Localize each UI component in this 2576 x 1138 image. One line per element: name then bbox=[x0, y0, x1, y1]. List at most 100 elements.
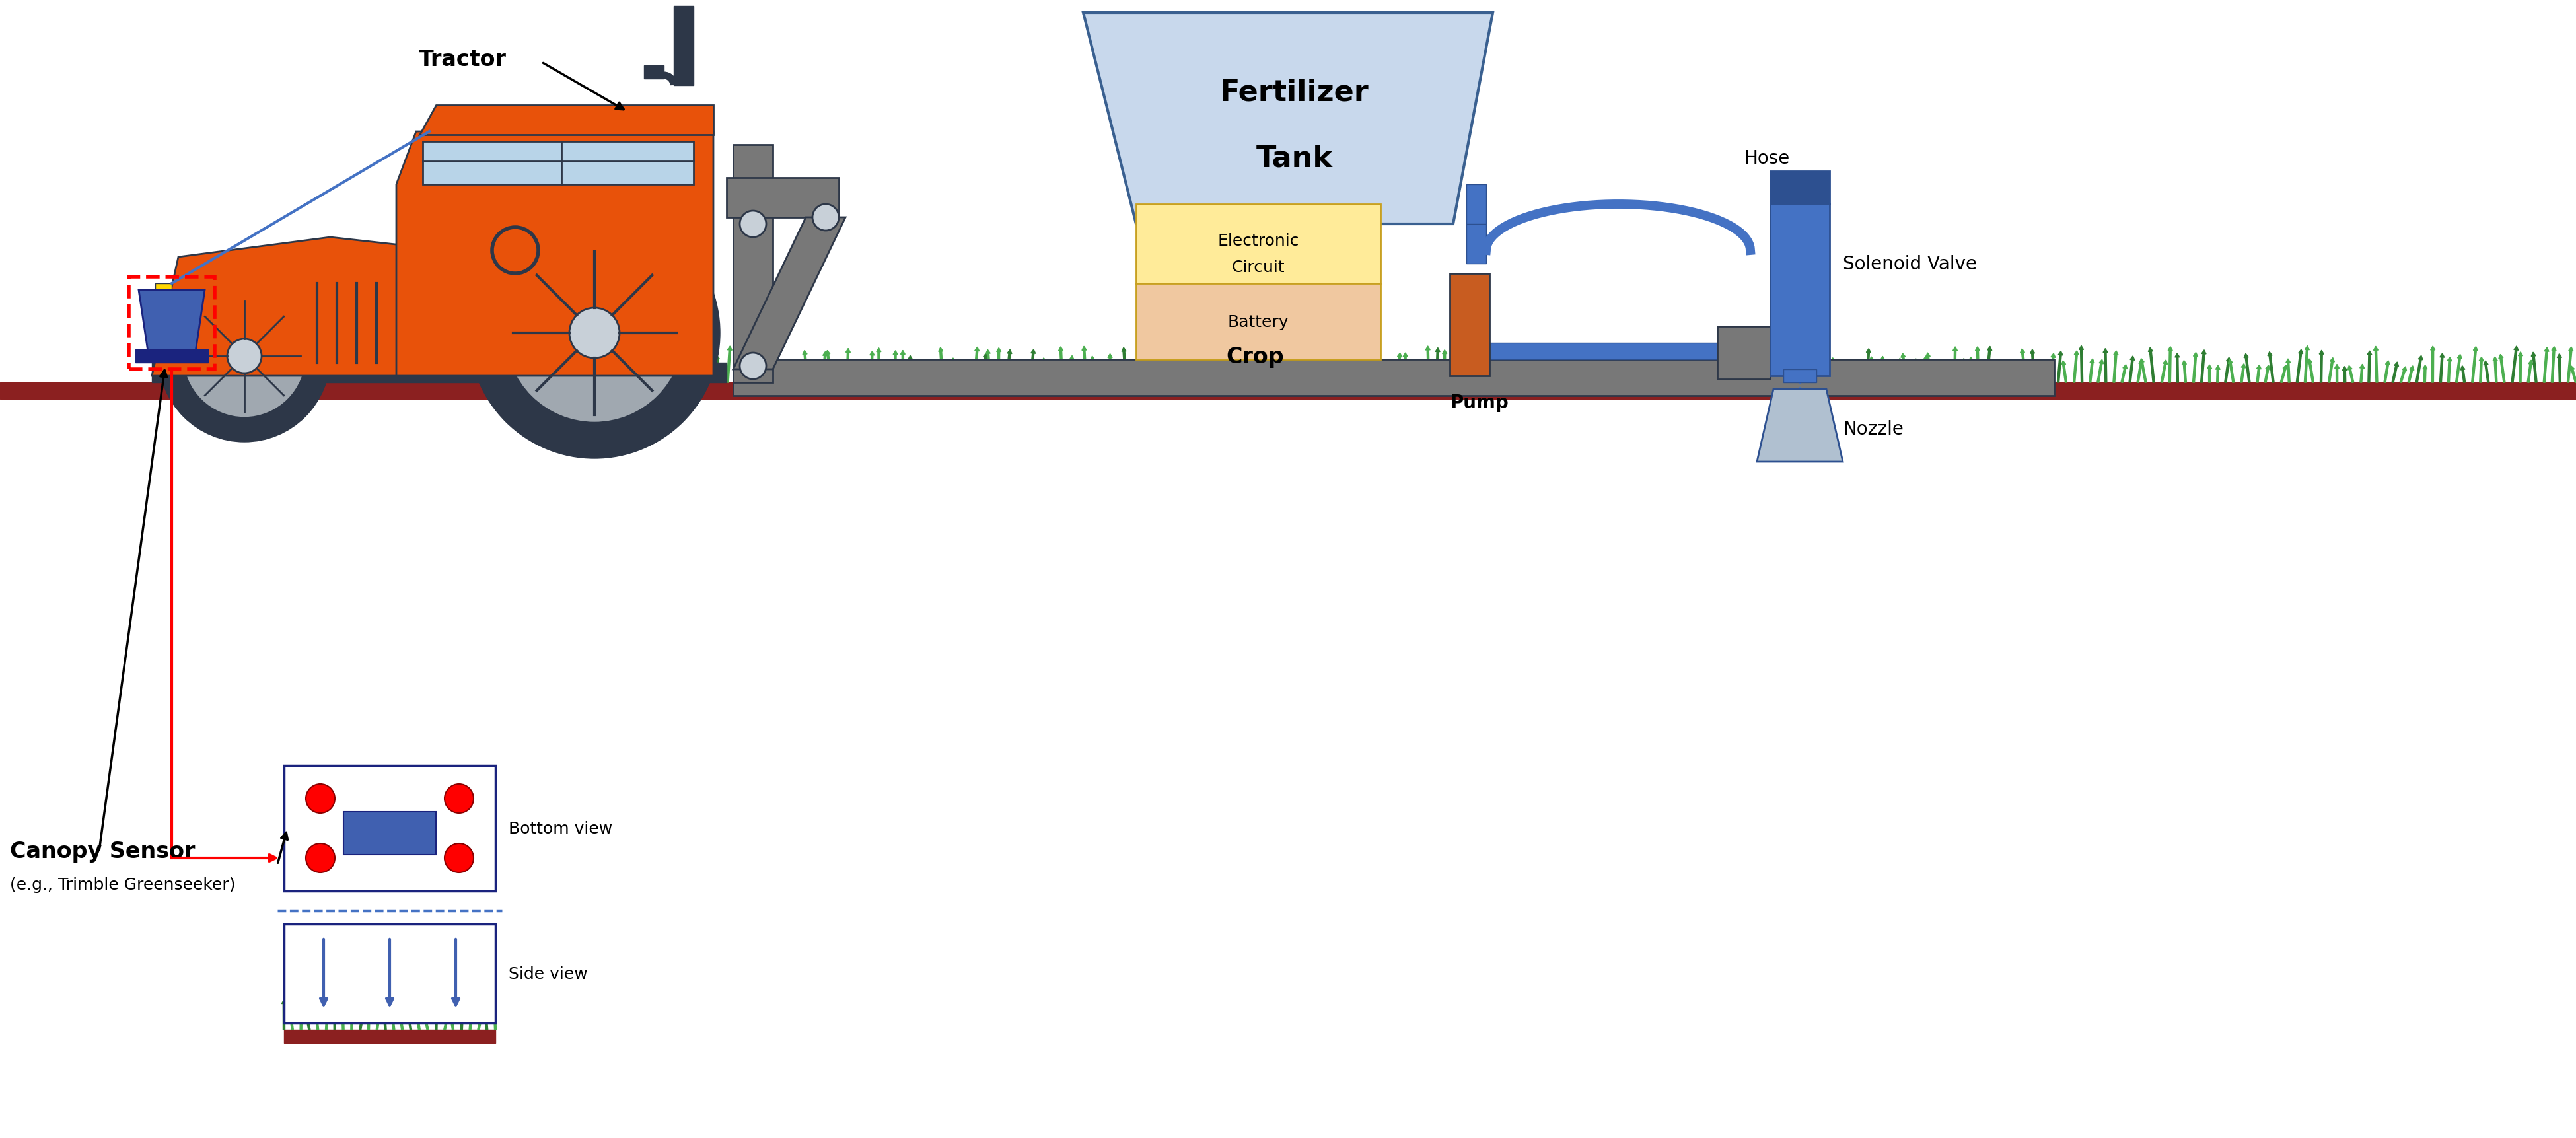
FancyArrow shape bbox=[1564, 354, 1571, 384]
FancyArrow shape bbox=[2360, 364, 2365, 382]
Bar bbox=[283, 766, 495, 891]
Bar bbox=[726, 179, 840, 217]
Bar bbox=[1466, 212, 1486, 264]
FancyArrow shape bbox=[613, 361, 618, 382]
FancyArrow shape bbox=[824, 351, 832, 384]
FancyArrow shape bbox=[2089, 360, 2094, 384]
FancyArrow shape bbox=[381, 997, 386, 1030]
FancyArrow shape bbox=[1646, 360, 1654, 384]
FancyArrow shape bbox=[1770, 366, 1777, 384]
FancyArrow shape bbox=[835, 360, 840, 384]
FancyArrow shape bbox=[799, 365, 806, 384]
FancyArrow shape bbox=[2470, 347, 2478, 384]
Bar bbox=[137, 349, 209, 363]
FancyArrow shape bbox=[2048, 354, 2056, 384]
FancyArrow shape bbox=[708, 361, 714, 382]
FancyArrow shape bbox=[422, 1007, 428, 1023]
Circle shape bbox=[446, 843, 474, 873]
FancyArrow shape bbox=[2169, 347, 2172, 382]
FancyArrow shape bbox=[2383, 361, 2391, 384]
FancyArrow shape bbox=[804, 351, 809, 384]
FancyArrow shape bbox=[2141, 358, 2146, 384]
FancyArrow shape bbox=[340, 995, 345, 1030]
FancyArrow shape bbox=[2401, 366, 2406, 384]
FancyArrow shape bbox=[330, 999, 335, 1023]
FancyArrow shape bbox=[2416, 356, 2424, 384]
FancyArrow shape bbox=[2295, 349, 2303, 384]
FancyArrow shape bbox=[2532, 353, 2537, 384]
FancyArrow shape bbox=[456, 998, 461, 1023]
FancyArrow shape bbox=[1131, 364, 1136, 382]
FancyArrow shape bbox=[536, 352, 538, 382]
FancyArrow shape bbox=[1363, 355, 1368, 382]
FancyArrow shape bbox=[685, 364, 690, 382]
FancyArrow shape bbox=[1090, 356, 1095, 382]
FancyArrow shape bbox=[1036, 366, 1041, 382]
FancyArrow shape bbox=[412, 996, 417, 1023]
Text: Bottom view: Bottom view bbox=[507, 820, 613, 836]
FancyArrow shape bbox=[1195, 366, 1200, 382]
FancyArrow shape bbox=[1499, 366, 1507, 384]
FancyArrow shape bbox=[1636, 352, 1641, 384]
FancyArrow shape bbox=[1097, 361, 1103, 384]
Bar bbox=[155, 283, 173, 307]
FancyArrow shape bbox=[435, 995, 438, 1030]
Circle shape bbox=[307, 843, 335, 873]
FancyArrow shape bbox=[2543, 348, 2550, 382]
Text: Electronic: Electronic bbox=[1218, 233, 1298, 249]
FancyArrow shape bbox=[2200, 351, 2205, 382]
Bar bbox=[1770, 172, 1829, 205]
Text: Nozzle: Nozzle bbox=[1842, 420, 1904, 438]
FancyArrow shape bbox=[1731, 355, 1734, 382]
FancyArrow shape bbox=[551, 366, 556, 384]
FancyArrow shape bbox=[1790, 364, 1795, 384]
FancyArrow shape bbox=[425, 1001, 433, 1023]
FancyArrow shape bbox=[580, 363, 585, 384]
FancyArrow shape bbox=[860, 361, 863, 382]
FancyArrow shape bbox=[1803, 355, 1808, 382]
FancyArrow shape bbox=[961, 361, 969, 384]
FancyArrow shape bbox=[1347, 365, 1352, 384]
FancyArrow shape bbox=[1425, 346, 1430, 382]
FancyArrow shape bbox=[2061, 361, 2066, 384]
Bar bbox=[1136, 283, 1381, 360]
FancyArrow shape bbox=[443, 1011, 451, 1030]
Bar bbox=[283, 924, 495, 1023]
FancyArrow shape bbox=[350, 993, 353, 1030]
FancyArrow shape bbox=[477, 1008, 484, 1030]
FancyArrow shape bbox=[1471, 354, 1479, 384]
FancyArrow shape bbox=[781, 361, 786, 382]
FancyArrow shape bbox=[289, 988, 294, 1023]
FancyArrow shape bbox=[2303, 346, 2311, 382]
Text: (e.g., Trimble Greenseeker): (e.g., Trimble Greenseeker) bbox=[10, 876, 234, 892]
FancyArrow shape bbox=[1252, 347, 1260, 384]
FancyArrow shape bbox=[422, 1009, 428, 1030]
FancyArrow shape bbox=[2432, 347, 2434, 382]
FancyArrow shape bbox=[2257, 365, 2262, 384]
FancyArrow shape bbox=[2512, 346, 2519, 384]
FancyArrow shape bbox=[1927, 353, 1932, 384]
FancyArrow shape bbox=[1937, 365, 1942, 384]
FancyArrow shape bbox=[1082, 347, 1087, 382]
FancyArrow shape bbox=[925, 366, 930, 384]
Bar bbox=[1770, 205, 1829, 377]
Circle shape bbox=[183, 295, 307, 419]
Text: Canopy Sensor: Canopy Sensor bbox=[10, 841, 196, 863]
FancyArrow shape bbox=[559, 354, 564, 382]
FancyArrow shape bbox=[644, 354, 649, 384]
FancyArrow shape bbox=[1687, 349, 1692, 382]
FancyArrow shape bbox=[953, 362, 961, 384]
FancyArrow shape bbox=[1077, 360, 1084, 384]
Bar bbox=[1466, 184, 1486, 224]
FancyArrow shape bbox=[538, 364, 546, 384]
FancyArrow shape bbox=[1551, 355, 1556, 384]
FancyArrow shape bbox=[1319, 354, 1327, 384]
FancyArrow shape bbox=[876, 348, 881, 382]
FancyArrow shape bbox=[677, 353, 683, 382]
FancyArrow shape bbox=[1309, 352, 1314, 384]
FancyArrow shape bbox=[1108, 354, 1113, 382]
Polygon shape bbox=[420, 106, 714, 135]
FancyArrow shape bbox=[1239, 360, 1247, 384]
FancyArrow shape bbox=[2424, 365, 2427, 382]
FancyArrow shape bbox=[987, 351, 992, 384]
